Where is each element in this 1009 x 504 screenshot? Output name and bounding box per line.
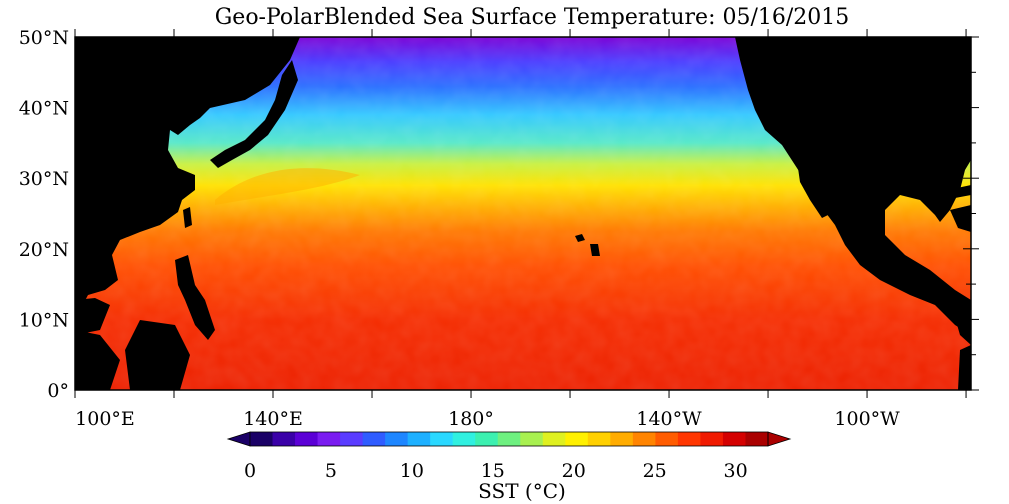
colorbar-swatch xyxy=(295,432,319,446)
lat-tick-label: 30°N xyxy=(19,168,69,190)
lon-tick-label: 100°W xyxy=(834,408,900,430)
colorbar-tick-label: 5 xyxy=(325,460,337,482)
land-taiwan xyxy=(183,207,192,228)
lat-tick-label: 20°N xyxy=(19,239,69,261)
colorbar-tick-label: 20 xyxy=(562,460,586,482)
lat-tick-label: 40°N xyxy=(19,98,69,120)
colorbar-swatch xyxy=(407,432,431,446)
lat-tick-label: 0° xyxy=(47,380,69,402)
land-cuba xyxy=(948,185,971,198)
colorbar-swatch xyxy=(520,432,544,446)
colorbar-swatch xyxy=(497,432,521,446)
lon-tick-label: 140°E xyxy=(243,408,303,430)
colorbar-swatch xyxy=(745,432,769,446)
colorbar-swatch xyxy=(452,432,476,446)
colorbar-swatch xyxy=(610,432,634,446)
colorbar-swatch xyxy=(655,432,679,446)
colorbar-swatch xyxy=(542,432,566,446)
land-japan xyxy=(210,60,298,168)
colorbar-swatch xyxy=(700,432,724,446)
land-yucatan xyxy=(950,205,971,232)
colorbar-label: SST (°C) xyxy=(478,479,566,503)
colorbar-tick-label: 25 xyxy=(643,460,667,482)
colorbar-swatch xyxy=(565,432,589,446)
colorbar-swatch xyxy=(677,432,702,446)
colorbar-swatch xyxy=(272,432,296,446)
sst-colorbar xyxy=(226,431,792,447)
land-central-america xyxy=(950,300,971,345)
colorbar-tick-label: 15 xyxy=(481,460,505,482)
lon-tick-label: 140°W xyxy=(636,408,702,430)
colorbar-swatch xyxy=(250,432,274,446)
latitude-axis: 0° 10°N 20°N 30°N 40°N 50°N xyxy=(19,27,979,402)
lon-tick-label: 180° xyxy=(448,408,494,430)
map-title: Geo-PolarBlended Sea Surface Temperature… xyxy=(215,5,850,30)
lon-tick-label: 100°E xyxy=(75,408,135,430)
lat-tick-label: 50°N xyxy=(19,27,69,49)
colorbar-swatch xyxy=(587,432,611,446)
colorbar-tick-label: 0 xyxy=(244,460,256,482)
longitude-axis: 100°E 140°E 180° 140°W 100°W xyxy=(74,29,967,430)
colorbar-tick-label: 10 xyxy=(400,460,424,482)
colorbar-swatch xyxy=(385,432,409,446)
lat-tick-label: 10°N xyxy=(19,309,69,331)
colorbar-swatch xyxy=(632,432,656,446)
colorbar-swatch xyxy=(475,432,499,446)
colorbar-low-arrow xyxy=(226,431,251,447)
land-hawaii xyxy=(575,234,600,256)
land-indochina-peninsula xyxy=(75,298,110,335)
land-borneo-region xyxy=(75,320,190,390)
colorbar-swatch xyxy=(340,432,364,446)
colorbar-swatch xyxy=(430,432,454,446)
colorbar-high-arrow xyxy=(767,431,792,447)
colorbar-swatch xyxy=(722,432,747,446)
land-north-america xyxy=(735,37,971,335)
land-philippines xyxy=(175,255,215,340)
sst-map-panel xyxy=(75,37,971,390)
land-south-america-edge xyxy=(958,345,971,390)
colorbar-swatch xyxy=(362,432,386,446)
land-asia xyxy=(75,37,300,310)
colorbar-swatch xyxy=(317,432,341,446)
colorbar-tick-labels: 0 5 10 15 20 25 30 xyxy=(244,460,748,482)
colorbar-frame xyxy=(249,431,769,447)
land-baja-california xyxy=(798,168,828,218)
kuroshio-warm-tongue xyxy=(215,168,360,205)
colorbar-tick-label: 30 xyxy=(724,460,748,482)
